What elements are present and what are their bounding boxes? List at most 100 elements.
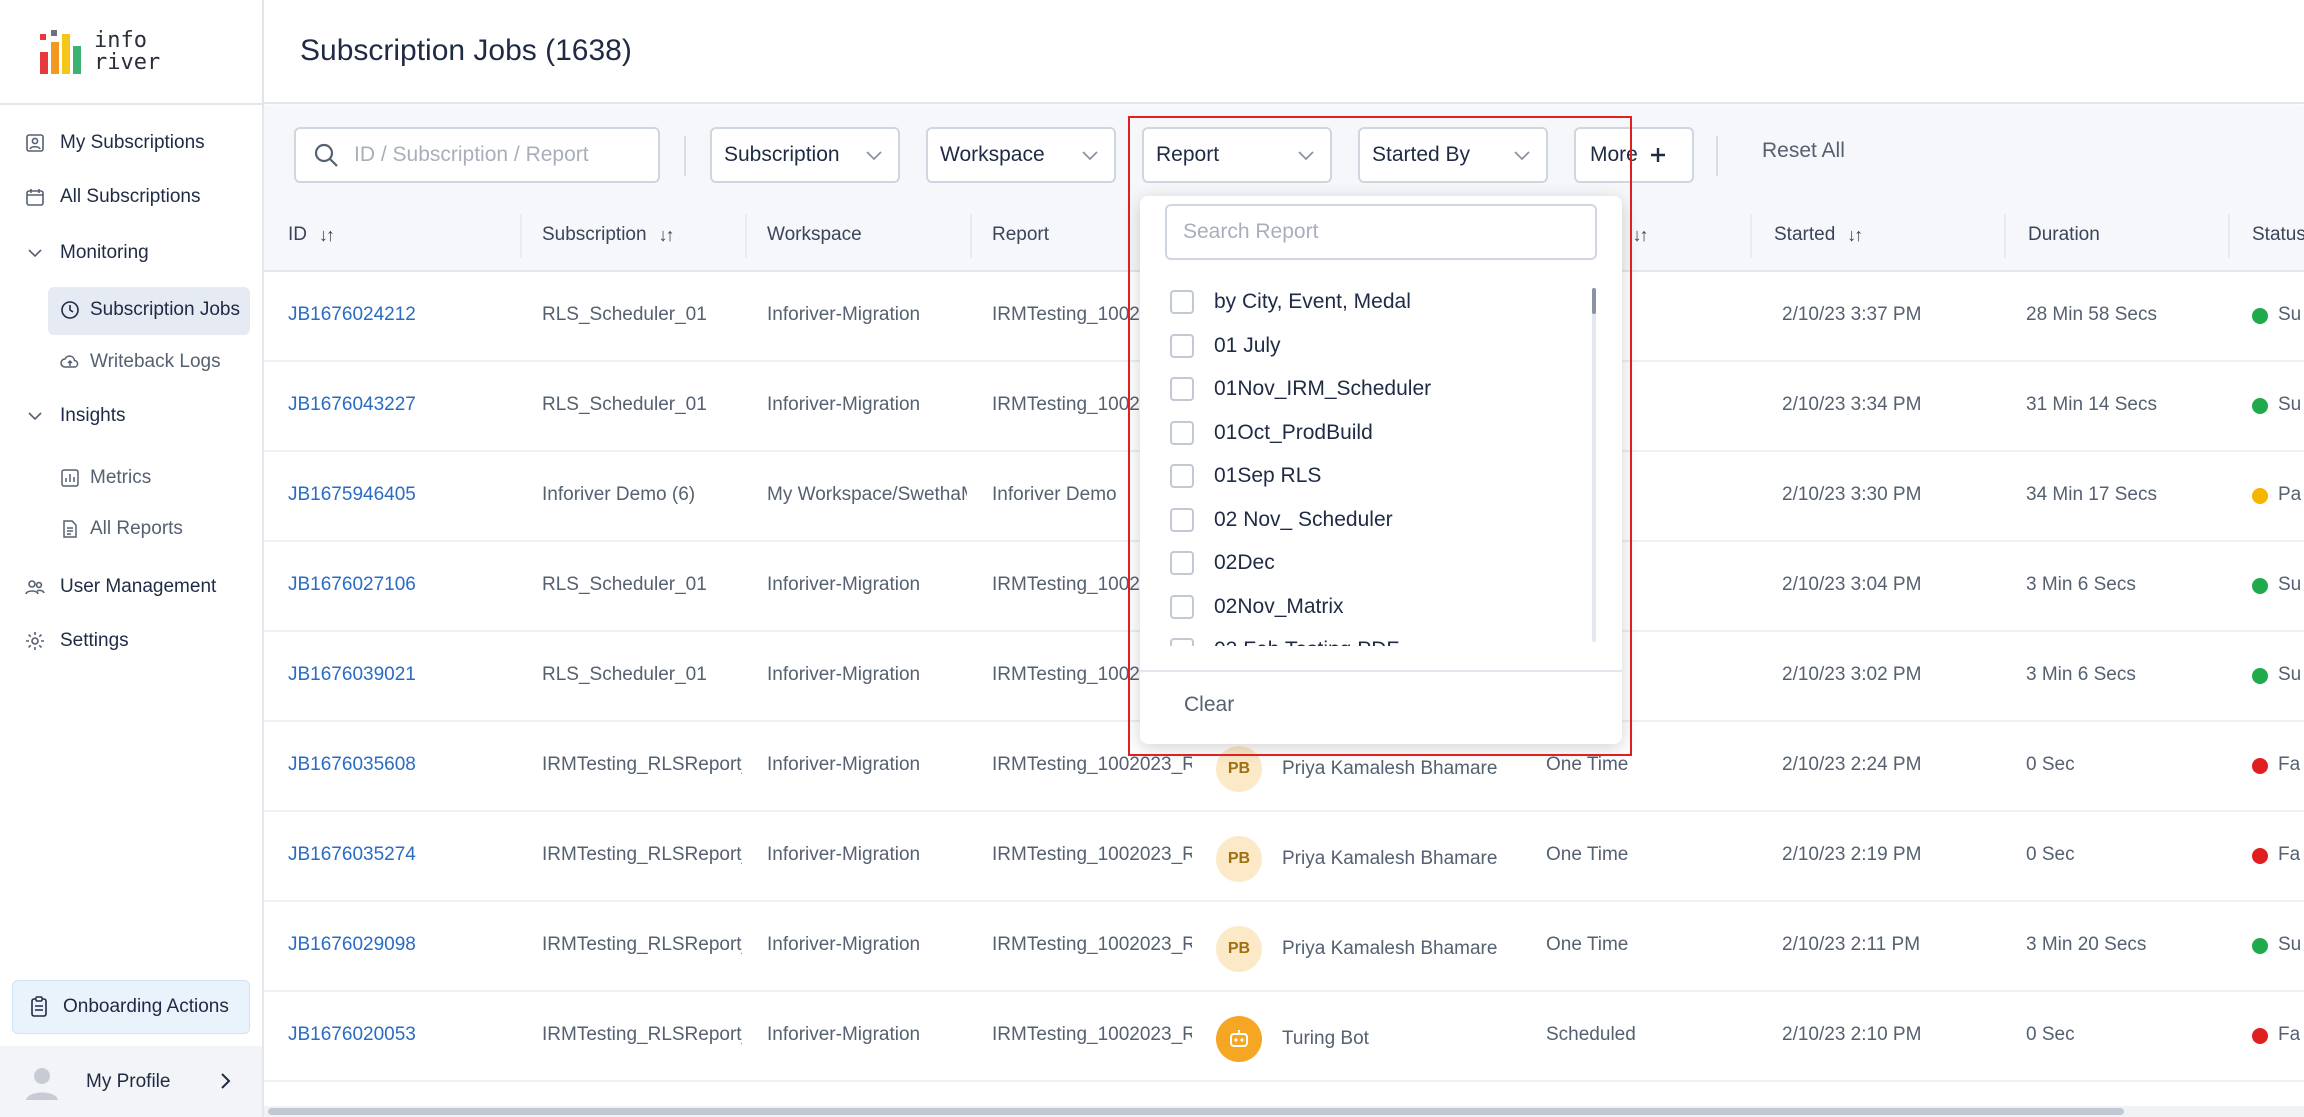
sidebar-item-subscription-jobs[interactable] <box>48 287 250 335</box>
checkbox[interactable] <box>1170 507 1194 532</box>
report-filter-dropdown[interactable]: Report <box>1142 127 1332 183</box>
clipboard-icon <box>31 996 47 1017</box>
report-option[interactable]: 01 July <box>1170 333 1281 358</box>
column-header-report[interactable]: Report <box>992 224 1049 246</box>
chevron-right-icon <box>221 1073 231 1089</box>
cell-duration: 3 Min 6 Secs <box>2026 664 2136 685</box>
job-search-input[interactable] <box>354 143 644 167</box>
column-header-label: Duration <box>2028 224 2100 245</box>
column-separator <box>2228 214 2230 258</box>
scrollbar-thumb[interactable] <box>268 1108 2124 1115</box>
sidebar-item-label: User Management <box>60 576 217 597</box>
checkbox[interactable] <box>1170 420 1194 445</box>
cell-subscription: Inforiver Demo (6) <box>542 484 696 505</box>
sidebar-group-monitoring[interactable]: Monitoring <box>24 242 149 264</box>
sidebar-item-label: Settings <box>60 630 129 651</box>
report-option[interactable]: 01Sep RLS <box>1170 464 1321 488</box>
my-profile-button[interactable]: My Profile <box>0 1046 262 1117</box>
cell-id[interactable]: JB1676024212 <box>288 304 416 325</box>
cell-id[interactable]: JB1676035274 <box>288 844 416 865</box>
sidebar-item-settings[interactable]: Settings <box>24 630 129 652</box>
table-row[interactable]: JB1676039021 RLS_Scheduler_01 Inforiver-Mi… <box>264 632 2304 722</box>
sort-arrows-icon[interactable]: ↓↑ <box>1847 224 1863 245</box>
sidebar-item-my-subscriptions[interactable]: My Subscriptions <box>24 132 205 154</box>
column-header-duration[interactable]: Duration <box>2028 224 2100 246</box>
report-list-scrollbar[interactable] <box>1592 288 1596 642</box>
report-option[interactable]: 02Nov_Matrix <box>1170 594 1344 619</box>
cell-id[interactable]: JB1676029098 <box>288 934 416 955</box>
cell-id[interactable]: JB1676027106 <box>288 574 416 595</box>
table-row[interactable]: JB1676035608 IRMTesting_RLSReport_ Inforiv… <box>264 722 2304 812</box>
report-search-input[interactable] <box>1167 206 1595 258</box>
cell-id[interactable]: JB1675946405 <box>288 484 416 505</box>
report-option[interactable]: 02Dec <box>1170 551 1275 575</box>
checkbox[interactable] <box>1170 333 1194 358</box>
column-header-id[interactable]: ID ↓↑ <box>288 224 335 246</box>
report-option-label: 02Dec <box>1214 551 1275 574</box>
table-row[interactable]: JB1676020053 IRMTesting_RLSReport_ Inforiv… <box>264 992 2304 1082</box>
status-dot-icon <box>2252 668 2268 684</box>
checkbox[interactable] <box>1170 551 1194 575</box>
column-header-workspace[interactable]: Workspace <box>767 224 862 246</box>
clear-button[interactable]: Clear <box>1184 693 1235 716</box>
cell-started-by: Priya Kamalesh Bhamare <box>1282 758 1498 779</box>
sidebar-item-all-reports[interactable]: All Reports <box>60 518 183 540</box>
cell-status: Fa <box>2278 844 2301 865</box>
sidebar-item-label: Subscription Jobs <box>90 299 240 320</box>
my-profile-label: My Profile <box>86 1070 171 1092</box>
sidebar-item-metrics[interactable]: Metrics <box>60 467 151 489</box>
checkbox[interactable] <box>1170 290 1194 314</box>
filter-separator <box>684 136 686 176</box>
reset-all-button[interactable]: Reset All <box>1762 139 1845 162</box>
cell-status: Su <box>2278 664 2302 685</box>
sidebar-item-subscription-jobs-content[interactable]: Subscription Jobs <box>60 299 240 321</box>
table-row[interactable]: JB1676035274 IRMTesting_RLSReport_ Inforiv… <box>264 812 2304 902</box>
job-search-box[interactable] <box>294 127 660 183</box>
sort-arrows-icon[interactable]: ↓↑ <box>658 224 675 245</box>
cell-type: One Time <box>1546 934 1629 955</box>
search-icon <box>314 143 338 167</box>
sidebar-item-label: My Subscriptions <box>60 132 205 153</box>
cell-report: IRMTesting_1002023_RL <box>992 844 1192 865</box>
column-header-label: Started <box>1774 224 1836 245</box>
cell-id[interactable]: JB1676039021 <box>288 664 416 685</box>
report-option-label: 01Sep RLS <box>1214 464 1322 487</box>
column-header-started[interactable]: Started ↓↑ <box>1774 224 1863 246</box>
sidebar-group-insights[interactable]: Insights <box>24 405 125 427</box>
report-option[interactable]: 01Nov_IRM_Scheduler <box>1170 377 1431 401</box>
cell-id[interactable]: JB1676035608 <box>288 754 416 775</box>
sort-arrows-icon[interactable]: ↓↑ <box>319 224 335 245</box>
report-search-box[interactable] <box>1165 204 1597 260</box>
scrollbar-thumb[interactable] <box>1592 288 1596 314</box>
more-filters-button[interactable]: More <box>1574 127 1694 183</box>
checkbox[interactable] <box>1170 594 1194 619</box>
checkbox[interactable] <box>1170 464 1194 488</box>
horizontal-scrollbar[interactable] <box>264 1106 2304 1117</box>
report-option[interactable]: 02 Nov_ Scheduler <box>1170 507 1393 532</box>
checkbox[interactable] <box>1170 638 1194 646</box>
chevron-down-icon <box>1298 151 1314 161</box>
inforiver-logo[interactable]: info river <box>40 30 160 74</box>
cell-started-by: Priya Kamalesh Bhamare <box>1282 938 1498 959</box>
report-option[interactable]: 03 Feb Testing PDF <box>1170 638 1399 646</box>
sidebar-item-all-subscriptions[interactable]: All Subscriptions <box>24 186 200 208</box>
started-by-filter-dropdown[interactable]: Started By <box>1358 127 1548 183</box>
table-row[interactable]: JB1676029098 IRMTesting_RLSReport_ Inforiv… <box>264 902 2304 992</box>
cell-id[interactable]: JB1676020053 <box>288 1024 416 1045</box>
column-header-status[interactable]: Status <box>2252 224 2304 246</box>
cell-id[interactable]: JB1676043227 <box>288 394 416 415</box>
sidebar-item-writeback-logs[interactable]: Writeback Logs <box>60 351 221 373</box>
report-options-list: by City, Event, Medal 01 July 01Nov_IRM_Sc… <box>1140 278 1606 646</box>
onboarding-actions-button[interactable]: Onboarding Actions <box>12 980 250 1034</box>
subscription-filter-dropdown[interactable]: Subscription <box>710 127 900 183</box>
report-option[interactable]: 01Oct_ProdBuild <box>1170 420 1373 445</box>
cell-started: 2/10/23 2:24 PM <box>1782 754 1922 775</box>
sidebar-item-user-management[interactable]: User Management <box>24 576 216 598</box>
report-option[interactable]: by City, Event, Medal <box>1170 290 1411 314</box>
workspace-filter-dropdown[interactable]: Workspace <box>926 127 1116 183</box>
document-icon <box>63 520 77 538</box>
sort-arrows-icon[interactable]: ↓↑ <box>1632 224 1649 245</box>
cell-started: 2/10/23 2:11 PM <box>1782 934 1921 955</box>
checkbox[interactable] <box>1170 377 1194 401</box>
column-header-subscription[interactable]: Subscription ↓↑ <box>542 224 675 246</box>
